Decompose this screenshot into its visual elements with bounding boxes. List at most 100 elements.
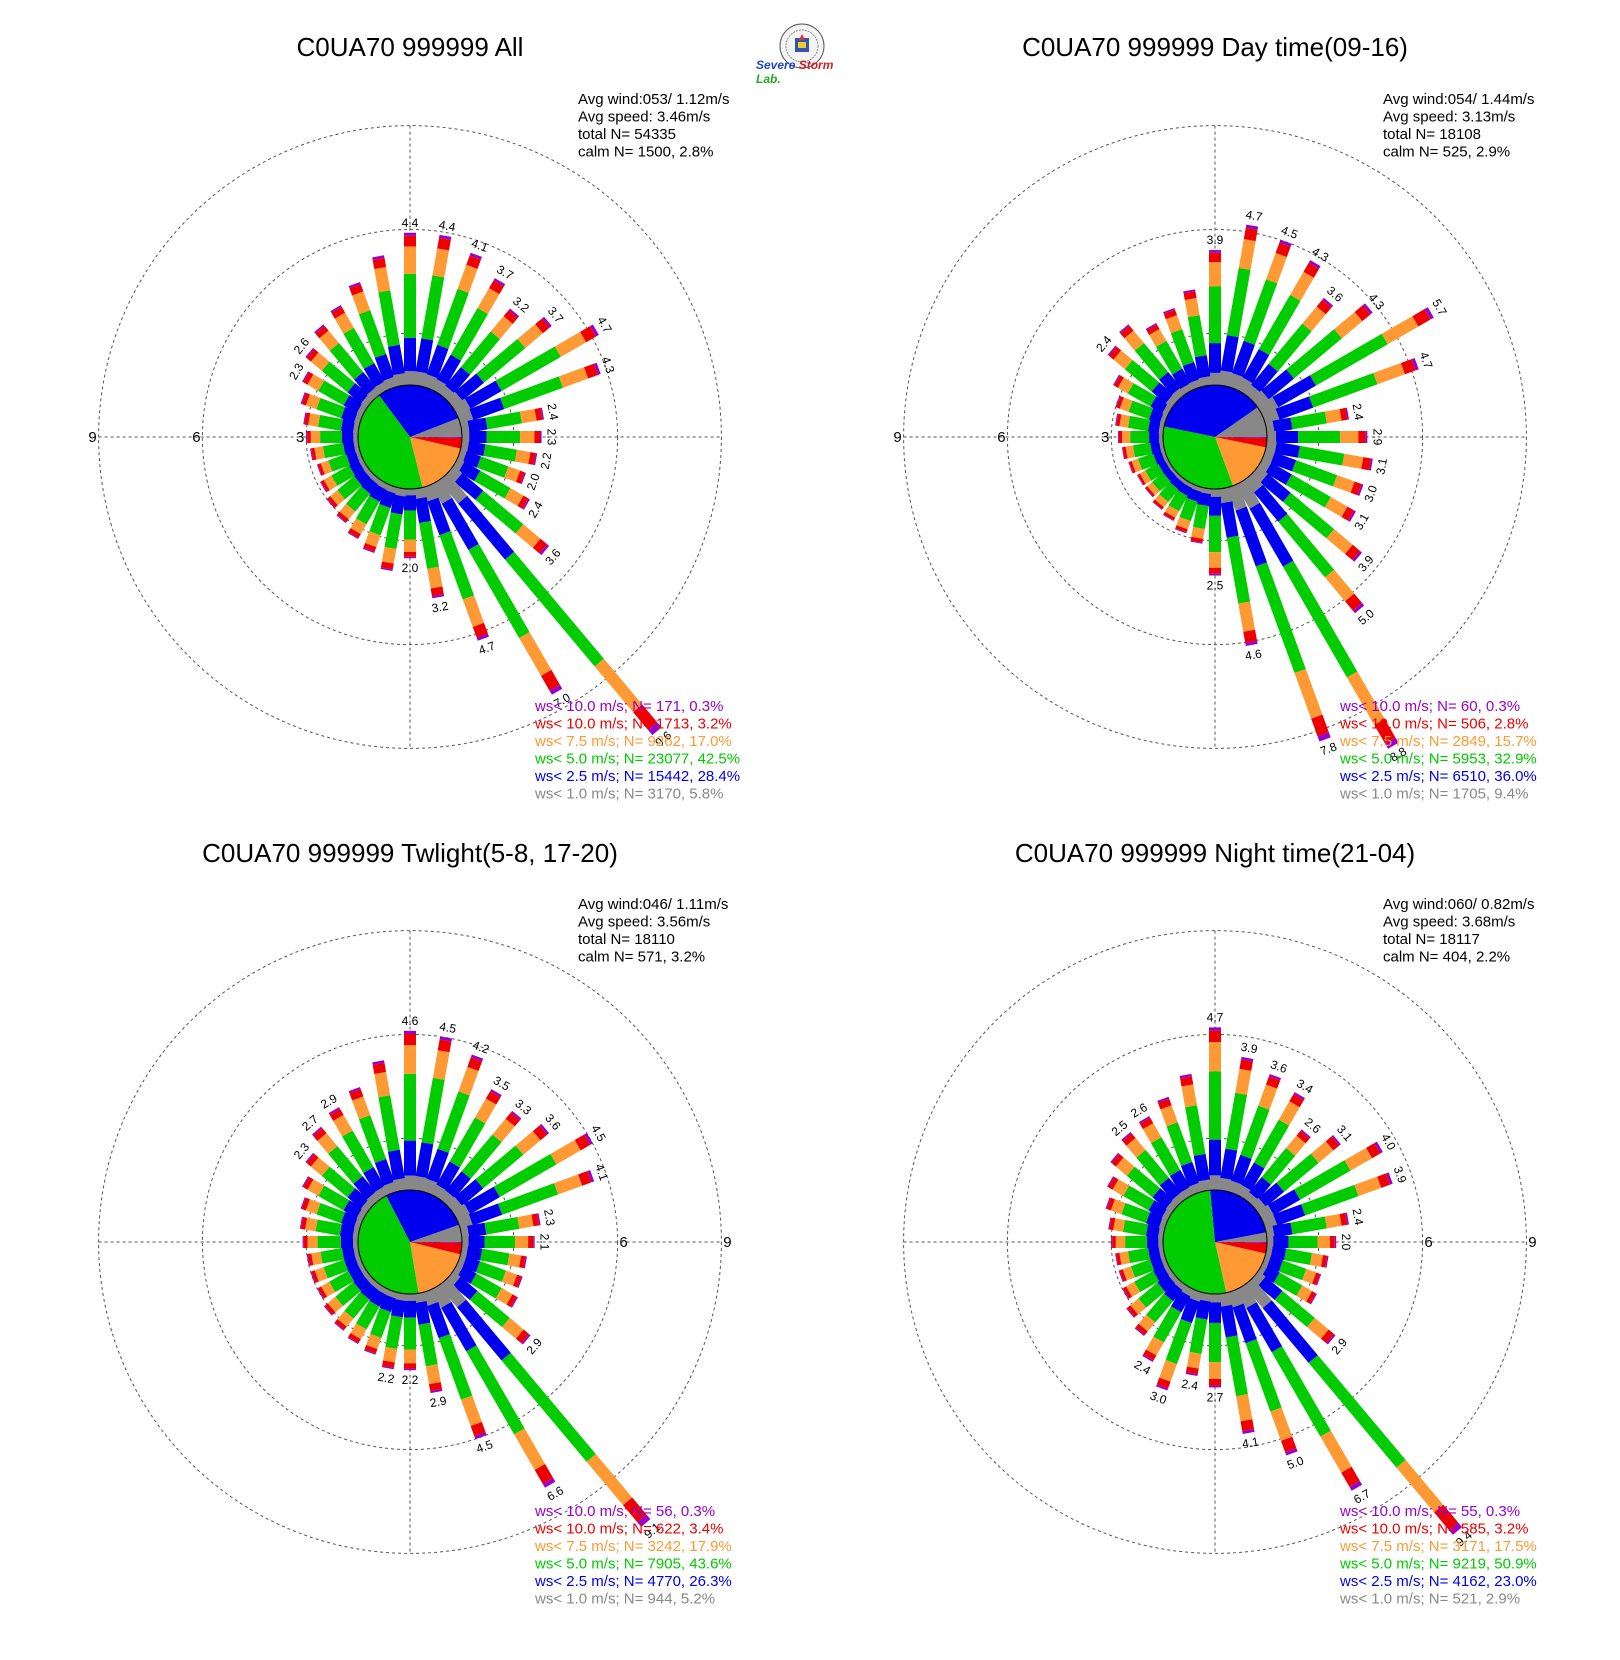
- bar-segment: [468, 1203, 503, 1226]
- bar-segment: [1261, 1254, 1271, 1268]
- sector-bar: [1190, 487, 1212, 544]
- bar-segment: [1145, 1211, 1163, 1228]
- bar-segment: [1189, 1317, 1208, 1354]
- legend-entry: ws< 5.0 m/s; N= 7905, 43.6%: [534, 1556, 732, 1573]
- bar-segment: [1137, 473, 1146, 486]
- logo-storm: Storm: [798, 58, 834, 72]
- bar-segment: [360, 394, 375, 409]
- bar-segment: [586, 1454, 633, 1506]
- bar-segment: [304, 412, 311, 426]
- sector-bar: [348, 1087, 398, 1196]
- bar-segment: [1243, 1192, 1259, 1207]
- bar-segment: [1170, 1290, 1191, 1313]
- sector-bar: [1163, 308, 1203, 391]
- legend-entry: ws< 7.5 m/s; N= 3242, 17.9%: [534, 1538, 732, 1555]
- sector-bar: [1152, 472, 1187, 510]
- bar-segment: [422, 483, 439, 502]
- bar-segment: [637, 1514, 651, 1527]
- bar-segment: [1251, 363, 1278, 393]
- bar-segment: [1243, 384, 1261, 402]
- bar-segment: [1325, 569, 1355, 602]
- bar-segment: [319, 330, 339, 351]
- bar-segment: [1350, 481, 1362, 496]
- sector-bar: [303, 412, 360, 434]
- bar-segment: [353, 1245, 360, 1258]
- bar-segment: [354, 1254, 364, 1268]
- bar-segment: [439, 234, 452, 240]
- bar-segment: [1150, 396, 1169, 414]
- sector-bar: [1185, 1292, 1212, 1377]
- bar-segment: [445, 391, 463, 409]
- pie-slice: [1215, 437, 1267, 439]
- bar-segment: [311, 1126, 323, 1136]
- bar-segment: [490, 316, 513, 340]
- bar-segment: [347, 383, 369, 404]
- bar-segment: [1119, 1269, 1127, 1282]
- bar-segment: [366, 1191, 382, 1207]
- bar-segment: [1172, 368, 1191, 390]
- bar-segment: [1261, 1265, 1280, 1283]
- sector-bar: [314, 324, 382, 402]
- bar-segment: [535, 318, 550, 334]
- bar-segment: [1198, 1179, 1212, 1192]
- bar-segment: [1111, 1153, 1124, 1167]
- ring-label: 9: [88, 429, 96, 446]
- bar-segment: [1226, 267, 1251, 338]
- sector-bar: [1137, 457, 1173, 486]
- bar-segment: [1220, 501, 1239, 538]
- pie-slice: [410, 437, 462, 449]
- bar-segment: [501, 1352, 596, 1462]
- bar-segment: [317, 1286, 328, 1299]
- bar-segment: [1294, 668, 1323, 719]
- bar-segment: [1265, 462, 1292, 485]
- bar-segment: [436, 1161, 460, 1191]
- bar-segment: [1110, 1152, 1120, 1164]
- bar-segment: [1303, 262, 1320, 278]
- bar-segment: [378, 290, 400, 347]
- bar-segment: [1139, 470, 1152, 484]
- bar-segment: [330, 490, 345, 506]
- bar-segment: [534, 407, 543, 421]
- bar-segment: [498, 1183, 559, 1215]
- bar-segment: [470, 1421, 486, 1437]
- bar-segment: [460, 1225, 470, 1239]
- bar-segment: [1374, 718, 1396, 744]
- bar-segment: [370, 1307, 391, 1339]
- sector-bar: [317, 1262, 368, 1300]
- bar-segment: [358, 310, 387, 358]
- bar-segment: [1127, 1305, 1139, 1318]
- bar-segment: [500, 376, 563, 410]
- bar-segment: [300, 1217, 308, 1230]
- bar-segment: [1147, 419, 1161, 434]
- bar-segment: [1276, 1153, 1319, 1192]
- bar-segment: [430, 586, 444, 597]
- bar-segment: [318, 1185, 350, 1211]
- bar-segment: [1257, 1276, 1283, 1301]
- sector-bar: [413, 487, 445, 599]
- bar-segment: [302, 371, 310, 383]
- bar-segment: [323, 1305, 333, 1316]
- bar-segment: [475, 490, 524, 534]
- sector-bar: [445, 1270, 531, 1345]
- bar-segment: [1260, 473, 1291, 502]
- bar-segment: [360, 1199, 375, 1214]
- bar-segment: [504, 466, 521, 482]
- bar-segment: [1290, 1216, 1327, 1235]
- sector-value-label: 3.0: [1361, 483, 1380, 504]
- sector-bar: [1250, 303, 1373, 409]
- bar-segment: [1273, 1272, 1303, 1296]
- legend-entry: ws< 10.0 m/s; N= 585, 3.2%: [1339, 1521, 1528, 1538]
- bar-segment: [358, 457, 368, 471]
- bar-segment: [1148, 408, 1164, 424]
- sector-value-label: 4.5: [474, 1437, 495, 1456]
- bar-segment: [1113, 350, 1133, 370]
- sector-bar: [336, 472, 382, 524]
- stats-line: calm N= 1500, 2.8%: [578, 144, 714, 161]
- bar-segment: [474, 1432, 487, 1440]
- bar-segment: [437, 288, 469, 349]
- bar-segment: [460, 331, 500, 375]
- bar-segment: [467, 1057, 483, 1071]
- pie-slice: [410, 417, 463, 437]
- bar-segment: [348, 1333, 361, 1343]
